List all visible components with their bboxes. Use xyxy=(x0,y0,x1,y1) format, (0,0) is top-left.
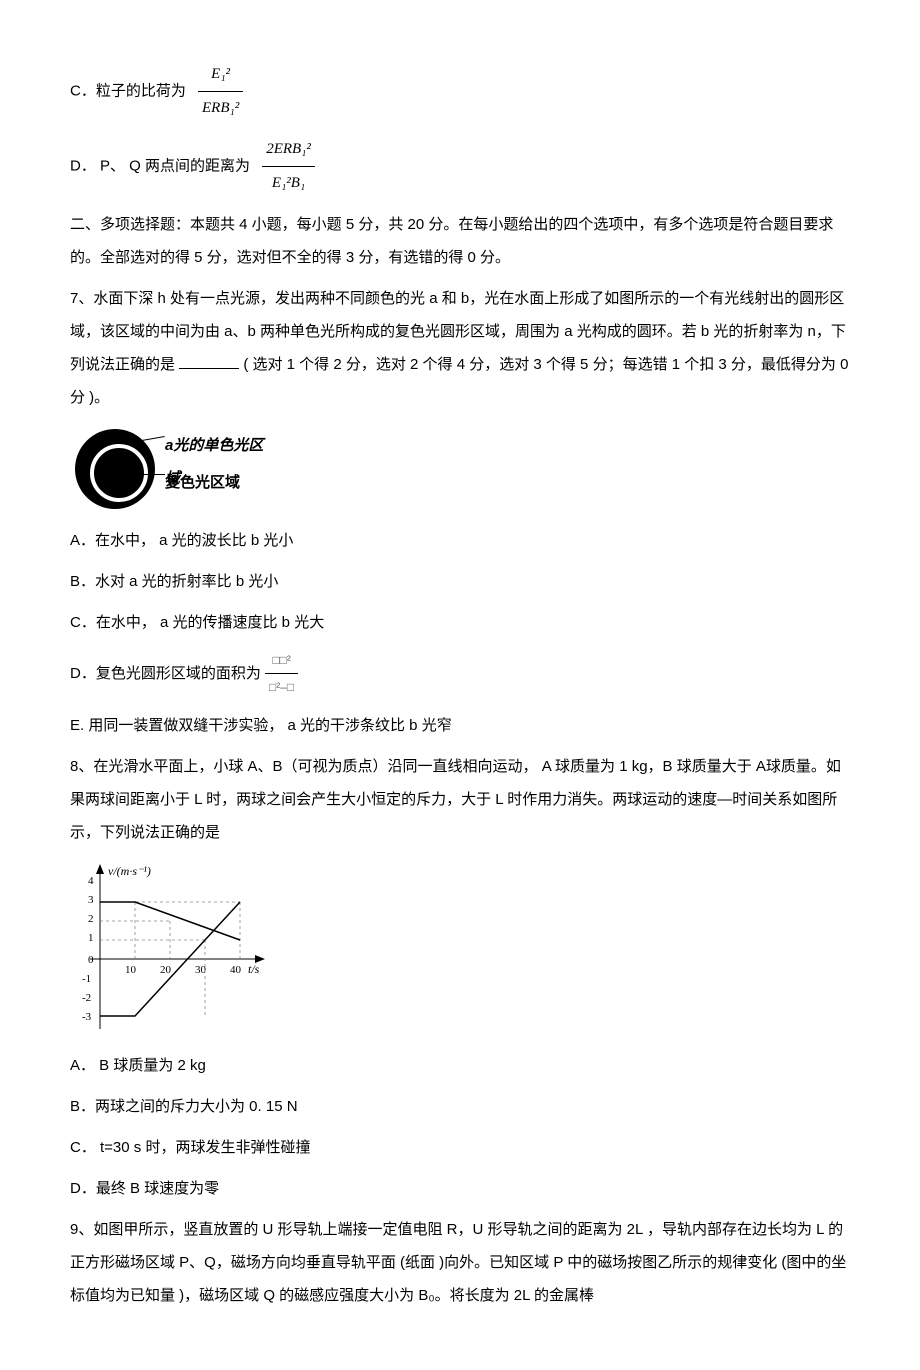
q7-optB: B．水对 a 光的折射率比 b 光小 xyxy=(70,565,850,598)
q8-graph: 4 3 2 1 0 -1 -2 -3 10 20 30 40 v/(m·s⁻¹)… xyxy=(70,859,270,1039)
q7-optD-formula: □□² □²–□ xyxy=(265,647,298,701)
svg-text:-3: -3 xyxy=(82,1011,92,1023)
q7-optA: A．在水中， a 光的波长比 b 光小 xyxy=(70,524,850,557)
q6-optC: C．粒子的比荷为 E₁² ERB₁² xyxy=(70,58,850,125)
q8-optA: A． B 球质量为 2 kg xyxy=(70,1049,850,1082)
q7-figure: a光的单色光区域 复色光区域 xyxy=(70,424,270,514)
q6-optC-text: C．粒子的比荷为 xyxy=(70,82,186,99)
figure-label-composite: 复色光区域 xyxy=(165,466,240,499)
svg-text:-1: -1 xyxy=(82,973,91,985)
q6-optC-formula: E₁² ERB₁² xyxy=(198,58,243,125)
q8-stem: 8、在光滑水平面上，小球 A、B（可视为质点）沿同一直线相向运动， A 球质量为… xyxy=(70,750,850,849)
q8-optD: D．最终 B 球速度为零 xyxy=(70,1172,850,1205)
leader-line-2 xyxy=(130,474,165,475)
svg-text:0: 0 xyxy=(88,954,94,966)
q8-optB: B．两球之间的斥力大小为 0. 15 N xyxy=(70,1090,850,1123)
velocity-time-graph: 4 3 2 1 0 -1 -2 -3 10 20 30 40 v/(m·s⁻¹)… xyxy=(70,859,270,1039)
svg-text:t/s: t/s xyxy=(248,962,260,976)
svg-text:v/(m·s⁻¹): v/(m·s⁻¹) xyxy=(108,864,151,878)
svg-text:3: 3 xyxy=(88,894,94,906)
q6-optD-formula: 2ERB₁² E₁²B₁ xyxy=(262,133,315,200)
q7-optC: C．在水中， a 光的传播速度比 b 光大 xyxy=(70,606,850,639)
inner-circle xyxy=(90,444,148,502)
svg-text:1: 1 xyxy=(88,932,94,944)
q9-stem: 9、如图甲所示，竖直放置的 U 形导轨上端接一定值电阻 R，U 形导轨之间的距离… xyxy=(70,1213,850,1312)
section2-title: 二、多项选择题：本题共 4 小题，每小题 5 分，共 20 分。在每小题给出的四… xyxy=(70,208,850,274)
q7-stem: 7、水面下深 h 处有一点光源，发出两种不同颜色的光 a 和 b，光在水面上形成… xyxy=(70,282,850,414)
svg-text:10: 10 xyxy=(125,964,137,976)
q8-optC: C． t=30 s 时，两球发生非弹性碰撞 xyxy=(70,1131,850,1164)
q7-optD: D．复色光圆形区域的面积为 □□² □²–□ xyxy=(70,647,850,701)
q6-optD: D． P、 Q 两点间的距离为 2ERB₁² E₁²B₁ xyxy=(70,133,850,200)
blank-underline xyxy=(179,353,239,369)
svg-text:4: 4 xyxy=(88,875,94,887)
q6-optD-text: D． P、 Q 两点间的距离为 xyxy=(70,157,250,174)
svg-text:-2: -2 xyxy=(82,992,91,1004)
q7-optE: E. 用同一装置做双缝干涉实验， a 光的干涉条纹比 b 光窄 xyxy=(70,709,850,742)
svg-text:2: 2 xyxy=(88,913,94,925)
svg-text:40: 40 xyxy=(230,964,242,976)
svg-text:20: 20 xyxy=(160,964,172,976)
